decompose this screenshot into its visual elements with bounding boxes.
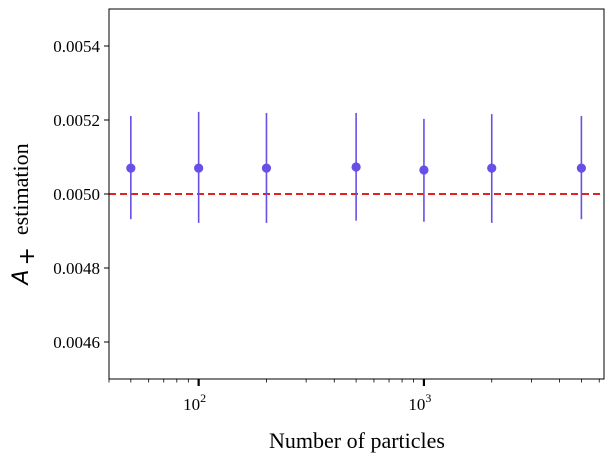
data-point	[487, 163, 497, 173]
x-tick-label-base: 10	[183, 395, 200, 414]
x-tick-label: 102	[183, 391, 206, 414]
x-tick-label-base: 10	[408, 395, 425, 414]
x-axis-label: Number of particles	[269, 428, 445, 453]
data-point	[194, 163, 204, 173]
y-tick-label: 0.0048	[53, 259, 100, 278]
data-point	[419, 165, 429, 175]
y-tick-label: 0.0054	[53, 37, 100, 56]
y-axis-label-symbol: A	[9, 270, 34, 287]
x-tick-label-exponent: 3	[425, 391, 431, 405]
data-layer	[126, 111, 586, 223]
data-point	[261, 163, 272, 173]
data-point	[126, 163, 136, 173]
data-point	[351, 162, 361, 172]
y-axis-label-text: estimation	[8, 143, 33, 235]
x-tick-label-exponent: 2	[200, 391, 206, 405]
y-tick-label: 0.0052	[53, 111, 100, 130]
y-tick-label: 0.0046	[53, 333, 100, 352]
y-axis-label-subscript: +	[15, 247, 40, 265]
y-tick-label: 0.0050	[53, 185, 100, 204]
x-tick-label: 103	[408, 391, 431, 414]
data-point	[576, 163, 586, 173]
y-axis-label: A + estimation	[8, 143, 40, 286]
